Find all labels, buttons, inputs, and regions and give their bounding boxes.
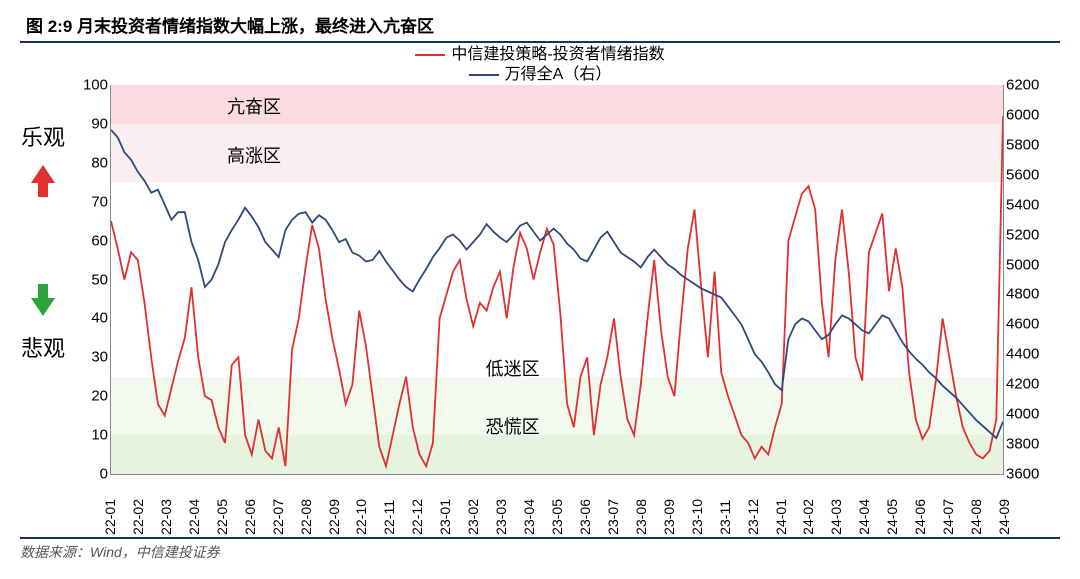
- x-tick: 23-05: [549, 499, 565, 535]
- legend-label-sentiment: 中信建投策略-投资者情绪指数: [451, 46, 664, 63]
- series-line-sentiment: [111, 116, 1003, 466]
- legend-swatch-wind: [469, 74, 499, 76]
- y-left-tick: 80: [74, 154, 108, 171]
- y-left-tick: 60: [74, 232, 108, 249]
- y-right-tick: 5400: [1006, 196, 1046, 213]
- y-left-tick: 70: [74, 193, 108, 210]
- x-tick: 23-07: [605, 499, 621, 535]
- plot-region: 亢奋区高涨区低迷区恐慌区: [110, 85, 1004, 475]
- legend-label-wind: 万得全A（右）: [505, 66, 612, 83]
- x-tick: 22-07: [270, 499, 286, 535]
- x-tick: 22-08: [298, 499, 314, 535]
- x-tick: 24-06: [912, 499, 928, 535]
- x-tick: 23-03: [493, 499, 509, 535]
- x-tick: 22-12: [409, 499, 425, 535]
- x-tick: 24-03: [828, 499, 844, 535]
- y-left-tick: 90: [74, 115, 108, 132]
- x-tick: 24-05: [884, 499, 900, 535]
- x-tick: 23-10: [689, 499, 705, 535]
- legend-swatch-sentiment: [415, 54, 445, 56]
- legend: 中信建投策略-投资者情绪指数 万得全A（右）: [20, 45, 1060, 85]
- x-tick: 23-04: [521, 499, 537, 535]
- y-left-tick: 10: [74, 427, 108, 444]
- zone-label: 低迷区: [486, 355, 540, 381]
- y-right-tick: 5600: [1006, 166, 1046, 183]
- y-axis-left: 0102030405060708090100: [74, 85, 108, 475]
- x-tick: 22-01: [102, 499, 118, 535]
- x-tick: 24-08: [968, 499, 984, 535]
- x-tick: 22-11: [381, 500, 397, 535]
- x-tick: 24-01: [773, 499, 789, 535]
- pessimism-label: 悲观: [20, 336, 66, 362]
- chart-area: 乐观 悲观 0102030405060708090100 36003800400…: [20, 85, 1060, 535]
- x-tick: 23-08: [633, 499, 649, 535]
- y-left-tick: 40: [74, 310, 108, 327]
- left-axis-badge: 乐观 悲观: [20, 125, 66, 363]
- x-tick: 24-02: [800, 499, 816, 535]
- y-left-tick: 30: [74, 349, 108, 366]
- x-tick: 24-07: [940, 499, 956, 535]
- legend-item-sentiment: 中信建投策略-投资者情绪指数: [415, 45, 664, 65]
- x-tick: 24-04: [856, 499, 872, 535]
- x-tick: 22-10: [353, 499, 369, 535]
- y-right-tick: 6200: [1006, 77, 1046, 94]
- y-axis-right: 3600380040004200440046004800500052005400…: [1006, 85, 1046, 475]
- zone-label: 高涨区: [227, 142, 281, 168]
- x-tick: 22-04: [186, 499, 202, 535]
- x-tick: 22-02: [130, 499, 146, 535]
- y-right-tick: 4000: [1006, 406, 1046, 423]
- y-right-tick: 3800: [1006, 436, 1046, 453]
- x-tick: 24-09: [996, 499, 1012, 535]
- y-left-tick: 100: [74, 77, 108, 94]
- y-left-tick: 50: [74, 271, 108, 288]
- y-right-tick: 4200: [1006, 376, 1046, 393]
- y-right-tick: 4600: [1006, 316, 1046, 333]
- figure-title: 图 2:9 月末投资者情绪指数大幅上涨，最终进入亢奋区: [20, 12, 1060, 43]
- y-right-tick: 5800: [1006, 136, 1046, 153]
- x-tick: 23-06: [577, 499, 593, 535]
- x-tick: 23-02: [465, 499, 481, 535]
- y-left-tick: 0: [74, 466, 108, 483]
- y-right-tick: 6000: [1006, 106, 1046, 123]
- legend-item-wind: 万得全A（右）: [469, 65, 612, 85]
- x-tick: 22-09: [326, 499, 342, 535]
- x-tick: 22-03: [158, 499, 174, 535]
- y-left-tick: 20: [74, 388, 108, 405]
- up-arrow-icon: [31, 157, 55, 197]
- x-tick: 23-11: [717, 500, 733, 535]
- y-right-tick: 4400: [1006, 346, 1046, 363]
- x-tick: 22-05: [214, 499, 230, 535]
- x-tick: 22-06: [242, 499, 258, 535]
- y-right-tick: 3600: [1006, 466, 1046, 483]
- x-tick: 23-01: [437, 499, 453, 535]
- x-tick: 23-12: [745, 499, 761, 535]
- optimism-label: 乐观: [20, 125, 66, 151]
- down-arrow-icon: [31, 284, 55, 324]
- y-right-tick: 5200: [1006, 226, 1046, 243]
- data-source-footer: 数据来源：Wind，中信建投证券: [20, 537, 1060, 562]
- y-right-tick: 4800: [1006, 286, 1046, 303]
- x-tick: 23-09: [661, 499, 677, 535]
- zone-label: 恐慌区: [486, 413, 540, 439]
- y-right-tick: 5000: [1006, 256, 1046, 273]
- zone-label: 亢奋区: [227, 93, 281, 119]
- x-axis: 22-0122-0222-0322-0422-0522-0622-0722-08…: [110, 477, 1004, 535]
